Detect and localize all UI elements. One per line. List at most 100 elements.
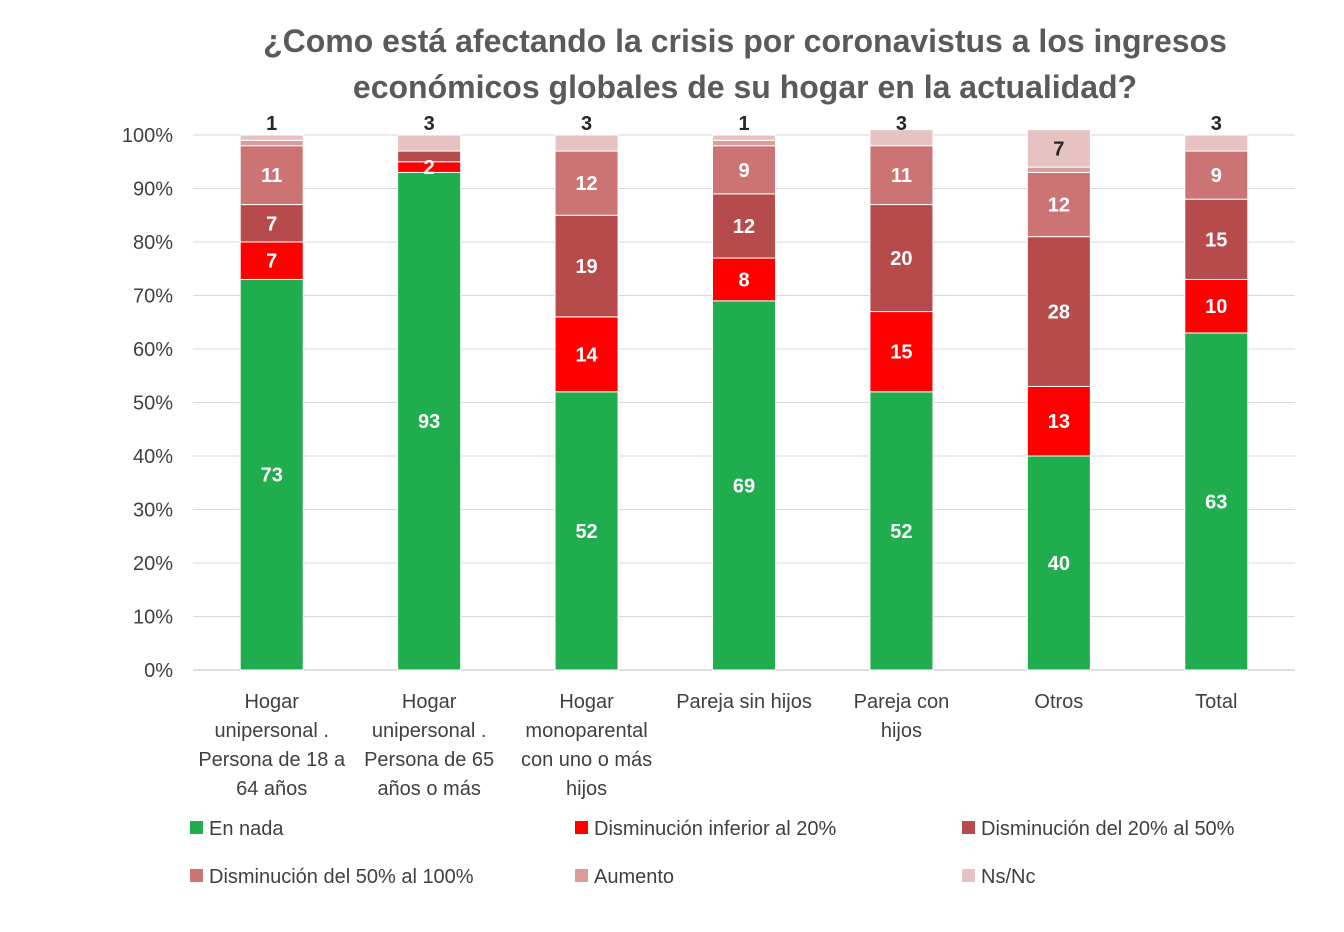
bar-segment — [397, 134, 462, 152]
data-label: 63 — [1205, 491, 1227, 513]
chart-title-line: económicos globales de su hogar en la ac… — [353, 69, 1137, 105]
data-label: 40 — [1048, 553, 1070, 575]
legend-swatch — [190, 821, 203, 834]
data-label: 12 — [575, 173, 597, 195]
data-label: 2 — [424, 157, 435, 179]
category-label: hijos — [881, 720, 922, 742]
category-label: 64 años — [236, 778, 307, 800]
data-label: 15 — [1205, 229, 1227, 251]
bar-segment — [712, 300, 776, 671]
data-label: 9 — [738, 160, 749, 182]
data-label: 7 — [1053, 138, 1064, 160]
legend-label: Disminución inferior al 20% — [594, 818, 837, 840]
category-label: Hogar — [559, 691, 614, 713]
legend-label: Aumento — [594, 866, 674, 888]
data-label: 14 — [575, 344, 598, 366]
y-tick-label: 50% — [133, 393, 173, 415]
data-label: 1 — [738, 113, 749, 135]
bar-segment — [1026, 385, 1091, 457]
data-label: 73 — [261, 465, 283, 487]
bar-segment — [239, 139, 304, 147]
bar-segment — [1026, 129, 1091, 168]
bar-segment — [869, 204, 934, 313]
y-tick-label: 20% — [133, 553, 173, 575]
category-label: unipersonal . — [372, 720, 487, 742]
category-label: Pareja sin hijos — [676, 691, 812, 713]
bar-segment — [1026, 166, 1091, 173]
bar-segment — [1184, 198, 1249, 280]
bar-segment — [1184, 278, 1249, 334]
legend-label: En nada — [209, 818, 284, 840]
data-label: 12 — [733, 216, 755, 238]
bar-segment — [554, 391, 619, 671]
data-label: 28 — [1048, 302, 1070, 324]
category-label: con uno o más — [521, 749, 652, 771]
y-axis-ticks: 0% 10% 20% 30% 40% 50% 60% 70% 80% 90% 100% — [122, 125, 173, 682]
bar-segment — [1184, 150, 1249, 200]
bar-segment — [712, 134, 776, 141]
bar-segment — [1184, 332, 1249, 671]
category-label: Hogar — [244, 691, 299, 713]
data-label: 12 — [1048, 195, 1070, 217]
bar-segment — [712, 193, 776, 259]
bar-segment — [869, 129, 934, 147]
data-label: 13 — [1048, 411, 1070, 433]
bar-segment — [554, 214, 619, 318]
bar-segment — [239, 145, 304, 206]
data-label: 3 — [424, 113, 435, 135]
bar-segment — [239, 204, 304, 243]
category-label: monoparental — [525, 720, 647, 742]
bar-segment — [554, 134, 619, 152]
bar-segment — [1026, 171, 1091, 238]
y-tick-label: 0% — [144, 660, 173, 682]
legend-swatch — [190, 869, 203, 882]
bar-segment — [239, 134, 304, 141]
data-label: 8 — [738, 269, 749, 291]
bar-segment — [239, 241, 304, 280]
category-label: Persona de 18 a — [198, 749, 346, 771]
bar-segment — [554, 150, 619, 216]
data-label: 7 — [266, 251, 277, 273]
legend-swatch — [575, 821, 588, 834]
bar-segment — [869, 311, 934, 393]
legend: En nada Disminución inferior al 20% Dismin… — [190, 818, 1235, 888]
bar-segment — [1026, 236, 1091, 387]
data-label: 19 — [575, 256, 597, 278]
data-label: 9 — [1211, 165, 1222, 187]
category-label: Otros — [1034, 691, 1083, 713]
data-label: 10 — [1205, 296, 1227, 318]
x-axis-categories: Hogar unipersonal . Persona de 18 a 64 años… — [198, 691, 1237, 800]
data-labels: 7377111932352141912369812915215201134013… — [261, 113, 1228, 575]
y-tick-label: 10% — [133, 607, 173, 629]
data-label: 11 — [891, 165, 912, 187]
data-label: 52 — [890, 521, 912, 543]
y-tick-label: 40% — [133, 446, 173, 468]
data-label: 20 — [890, 248, 912, 270]
bar-segment — [1184, 134, 1249, 152]
bar-segment — [712, 139, 776, 147]
chart-title-line: ¿Como está afectando la crisis por coron… — [263, 23, 1227, 59]
legend-swatch — [962, 821, 975, 834]
legend-swatch — [575, 869, 588, 882]
category-label: unipersonal . — [214, 720, 329, 742]
data-label: 93 — [418, 411, 440, 433]
legend-label: Disminución del 20% al 50% — [981, 818, 1235, 840]
data-label: 3 — [581, 113, 592, 135]
category-label: Hogar — [402, 691, 457, 713]
y-tick-label: 90% — [133, 179, 173, 201]
category-label: Persona de 65 — [364, 749, 494, 771]
data-label: 3 — [1211, 113, 1222, 135]
data-label: 7 — [266, 213, 277, 235]
data-label: 1 — [266, 113, 277, 135]
category-label: Total — [1195, 691, 1237, 713]
chart-title: ¿Como está afectando la crisis por coron… — [263, 23, 1227, 105]
category-label: Pareja con — [854, 691, 950, 713]
y-tick-label: 30% — [133, 500, 173, 522]
bars — [239, 129, 1249, 671]
y-tick-label: 80% — [133, 232, 173, 254]
bar-segment — [712, 257, 776, 302]
category-label: años o más — [377, 778, 480, 800]
y-tick-label: 60% — [133, 339, 173, 361]
y-tick-label: 70% — [133, 286, 173, 308]
data-label: 15 — [890, 342, 912, 364]
